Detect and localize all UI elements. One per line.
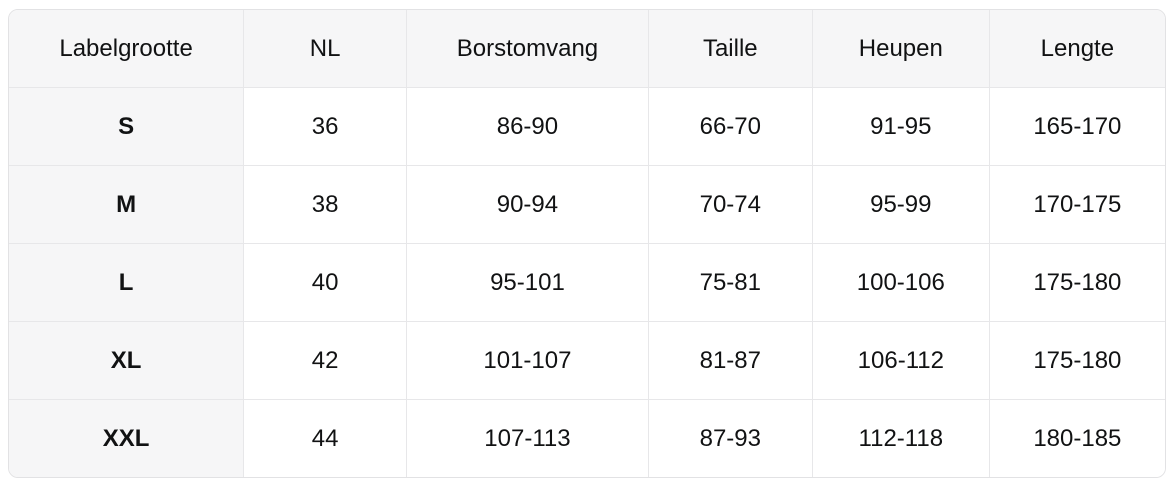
size-label-cell: L xyxy=(9,243,245,322)
chest-cell: 101-107 xyxy=(406,321,649,400)
nl-cell: 38 xyxy=(243,165,408,244)
size-chart-table: Labelgrootte NL Borstomvang Taille Heupe… xyxy=(9,10,1165,477)
column-header-hips: Heupen xyxy=(811,10,990,88)
column-header-length: Lengte xyxy=(988,10,1165,88)
column-header-label-size: Labelgrootte xyxy=(9,10,245,88)
size-label-cell: XXL xyxy=(9,399,245,477)
chest-cell: 86-90 xyxy=(406,87,649,166)
chest-cell: 107-113 xyxy=(406,399,649,477)
table-row: XL 42 101-107 81-87 106-112 175-180 xyxy=(9,321,1165,400)
hips-cell: 100-106 xyxy=(811,243,990,322)
header-row: Labelgrootte NL Borstomvang Taille Heupe… xyxy=(9,10,1165,88)
length-cell: 175-180 xyxy=(988,321,1165,400)
length-cell: 175-180 xyxy=(988,243,1165,322)
size-label-cell: XL xyxy=(9,321,245,400)
table-row: M 38 90-94 70-74 95-99 170-175 xyxy=(9,165,1165,244)
column-header-waist: Taille xyxy=(647,10,813,88)
chest-cell: 90-94 xyxy=(406,165,649,244)
waist-cell: 66-70 xyxy=(647,87,813,166)
hips-cell: 106-112 xyxy=(811,321,990,400)
waist-cell: 87-93 xyxy=(647,399,813,477)
hips-cell: 112-118 xyxy=(811,399,990,477)
chest-cell: 95-101 xyxy=(406,243,649,322)
waist-cell: 75-81 xyxy=(647,243,813,322)
table-row: XXL 44 107-113 87-93 112-118 180-185 xyxy=(9,399,1165,477)
waist-cell: 70-74 xyxy=(647,165,813,244)
nl-cell: 42 xyxy=(243,321,408,400)
length-cell: 165-170 xyxy=(988,87,1165,166)
hips-cell: 95-99 xyxy=(811,165,990,244)
table-row: S 36 86-90 66-70 91-95 165-170 xyxy=(9,87,1165,166)
nl-cell: 40 xyxy=(243,243,408,322)
hips-cell: 91-95 xyxy=(811,87,990,166)
nl-cell: 36 xyxy=(243,87,408,166)
waist-cell: 81-87 xyxy=(647,321,813,400)
column-header-chest: Borstomvang xyxy=(406,10,649,88)
nl-cell: 44 xyxy=(243,399,408,477)
size-chart-container: Labelgrootte NL Borstomvang Taille Heupe… xyxy=(8,9,1166,478)
table-row: L 40 95-101 75-81 100-106 175-180 xyxy=(9,243,1165,322)
size-label-cell: S xyxy=(9,87,245,166)
length-cell: 180-185 xyxy=(988,399,1165,477)
column-header-nl: NL xyxy=(243,10,408,88)
size-label-cell: M xyxy=(9,165,245,244)
length-cell: 170-175 xyxy=(988,165,1165,244)
